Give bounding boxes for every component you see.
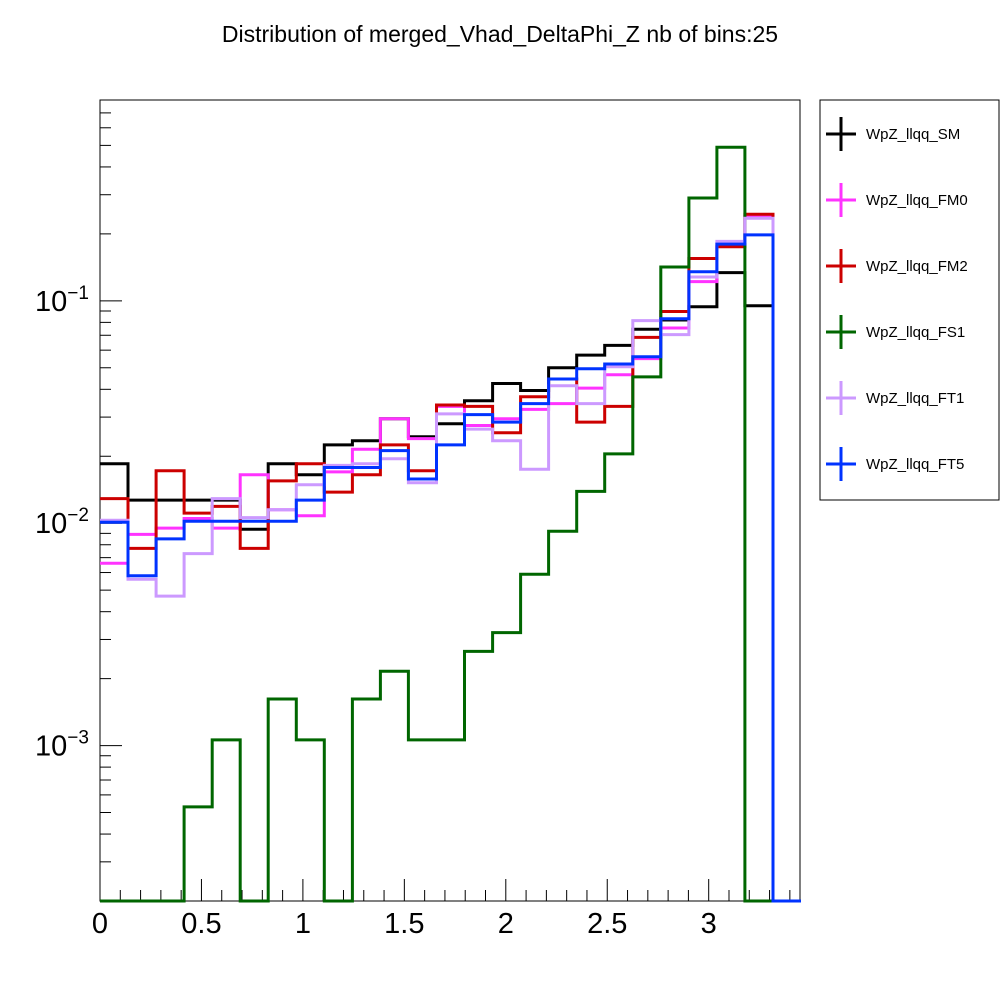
legend-entry: WpZ_llqq_FS1 xyxy=(826,315,965,349)
legend-label: WpZ_llqq_FT1 xyxy=(866,390,964,407)
y-tick-labels: 10−3 10−2 10−1 xyxy=(35,283,89,763)
x-tick-label: 2 xyxy=(498,908,514,940)
series-line-WpZ_llqq_FS1 xyxy=(100,145,801,903)
x-tick-labels: 0 0.5 1 1.5 2 2.5 3 xyxy=(92,908,717,940)
x-tick-label: 2.5 xyxy=(587,908,627,940)
series-lines xyxy=(100,145,801,903)
x-tick-label: 0 xyxy=(92,908,108,940)
x-tick-label: 0.5 xyxy=(181,908,221,940)
legend-label: WpZ_llqq_FM2 xyxy=(866,258,968,275)
legend-label: WpZ_llqq_SM xyxy=(866,126,960,143)
y-tick-label: 10−1 xyxy=(35,283,89,318)
y-tick-label: 10−2 xyxy=(35,505,89,540)
legend-label: WpZ_llqq_FS1 xyxy=(866,324,965,341)
legend-box xyxy=(819,99,1000,501)
legend-entry: WpZ_llqq_FM2 xyxy=(826,249,968,283)
legend: WpZ_llqq_SM WpZ_llqq_FM0 WpZ_llqq_FM2 WpZ_l… xyxy=(826,117,968,481)
legend-label: WpZ_llqq_FT5 xyxy=(866,456,964,473)
legend-entry: WpZ_llqq_SM xyxy=(826,117,960,151)
x-tick-label: 3 xyxy=(701,908,717,940)
legend-entry: WpZ_llqq_FM0 xyxy=(826,183,968,217)
series-line-WpZ_llqq_FT5 xyxy=(100,233,801,903)
legend-entry: WpZ_llqq_FT5 xyxy=(826,447,964,481)
x-tick-label: 1 xyxy=(295,908,311,940)
plot-frame xyxy=(99,99,801,902)
y-tick-label: 10−3 xyxy=(35,728,89,763)
legend-label: WpZ_llqq_FM0 xyxy=(866,192,968,209)
series-line-WpZ_llqq_FT1 xyxy=(100,216,801,903)
series-line-WpZ_llqq_FM2 xyxy=(100,212,801,903)
legend-entry: WpZ_llqq_FT1 xyxy=(826,381,964,415)
x-tick-label: 1.5 xyxy=(384,908,424,940)
chart-title: Distribution of merged_Vhad_DeltaPhi_Z n… xyxy=(222,21,778,47)
axis-ticks xyxy=(99,99,791,902)
